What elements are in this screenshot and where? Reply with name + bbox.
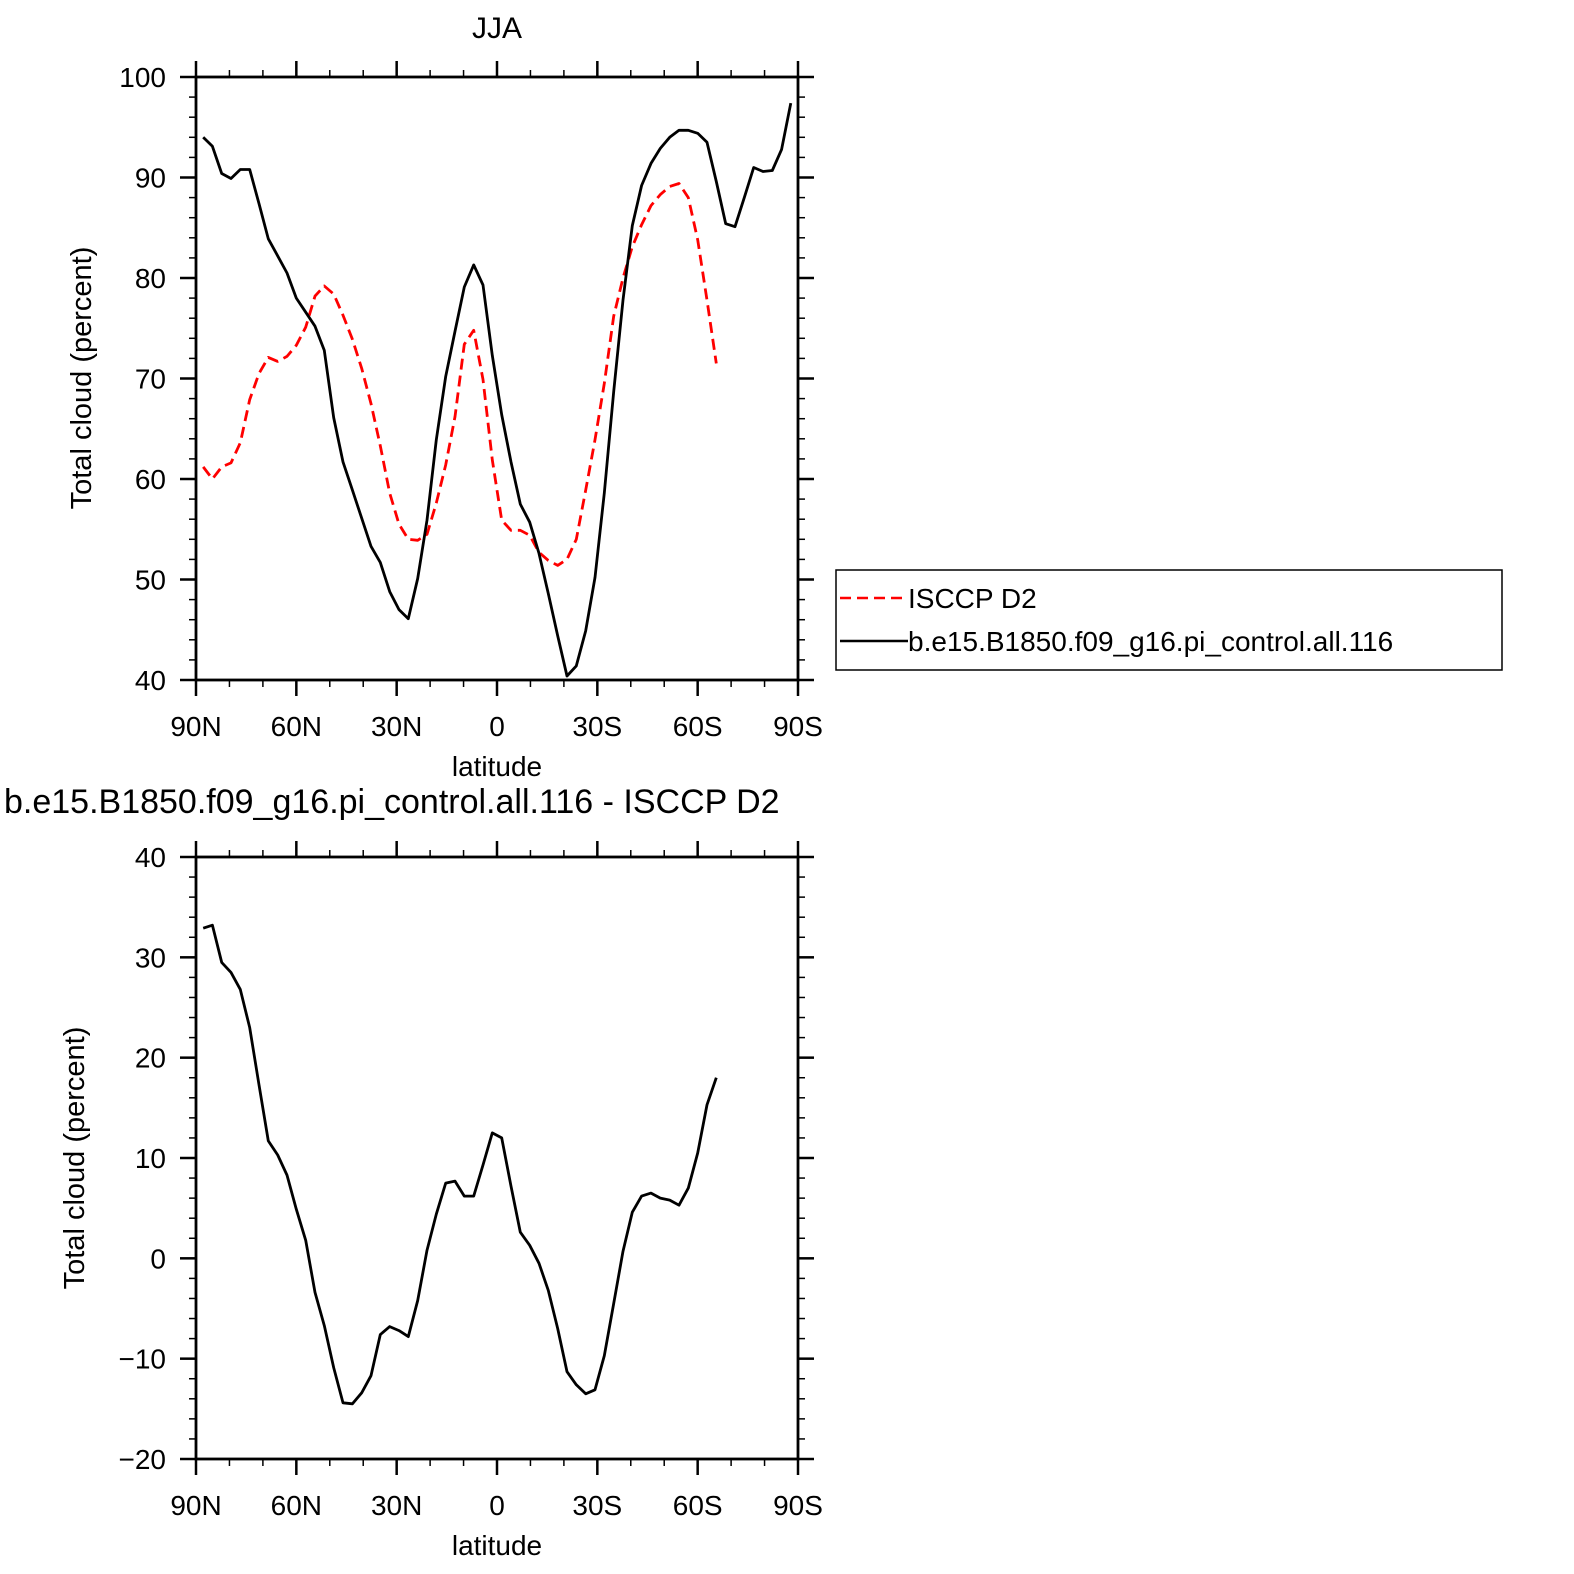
y-tick-label: −10 — [119, 1344, 167, 1375]
x-tick-label: 90N — [170, 1490, 221, 1521]
y-tick-label: −20 — [119, 1444, 167, 1475]
x-tick-label: 60N — [271, 711, 322, 742]
plot-frame — [194, 75, 800, 682]
series-line-model — [202, 102, 793, 678]
x-tick-label: 90S — [773, 1490, 823, 1521]
series-line-isccp-d2 — [202, 182, 718, 567]
x-tick-label: 60S — [673, 711, 723, 742]
y-tick-label: 40 — [135, 665, 166, 696]
x-tick-label: 60N — [271, 1490, 322, 1521]
y-tick-label: 40 — [135, 842, 166, 873]
bottom-panel-difference: b.e15.B1850.f09_g16.pi_control.all.116 -… — [4, 783, 823, 1561]
x-tick-label: 0 — [489, 1490, 505, 1521]
x-tick-label: 90S — [773, 711, 823, 742]
x-tick-label: 0 — [489, 711, 505, 742]
series-line-difference — [202, 923, 718, 1406]
y-tick-label: 100 — [119, 62, 166, 93]
legend-label-isccp: ISCCP D2 — [908, 583, 1037, 614]
x-axis-label: latitude — [452, 1530, 542, 1561]
panel-title: b.e15.B1850.f09_g16.pi_control.all.116 -… — [4, 783, 780, 821]
panel-title: JJA — [472, 12, 522, 45]
top-panel-jja: JJA Total cloud (percent) latitude 40 50 6… — [66, 12, 823, 782]
y-tick-label: 50 — [135, 565, 166, 596]
legend: ISCCP D2 b.e15.B1850.f09_g16.pi_control.… — [835, 569, 1503, 671]
y-tick-label: 20 — [135, 1043, 166, 1074]
x-tick-label: 90N — [170, 711, 221, 742]
y-axis-label: Total cloud (percent) — [59, 1027, 91, 1290]
y-tick-label: 80 — [135, 263, 166, 294]
plot-frame — [194, 855, 800, 1461]
x-axis-label: latitude — [452, 751, 542, 782]
x-tick-label: 30S — [572, 711, 622, 742]
legend-box — [835, 569, 1503, 671]
legend-label-model: b.e15.B1850.f09_g16.pi_control.all.116 — [908, 626, 1393, 657]
x-tick-label: 30S — [572, 1490, 622, 1521]
y-tick-label: 90 — [135, 163, 166, 194]
x-tick-label: 30N — [371, 1490, 422, 1521]
y-axis-label: Total cloud (percent) — [66, 247, 98, 510]
y-tick-label: 70 — [135, 364, 166, 395]
x-tick-label: 60S — [673, 1490, 723, 1521]
x-tick-label: 30N — [371, 711, 422, 742]
y-tick-label: 30 — [135, 942, 166, 973]
y-tick-label: 60 — [135, 464, 166, 495]
y-tick-label: 0 — [150, 1243, 166, 1274]
y-tick-label: 10 — [135, 1143, 166, 1174]
